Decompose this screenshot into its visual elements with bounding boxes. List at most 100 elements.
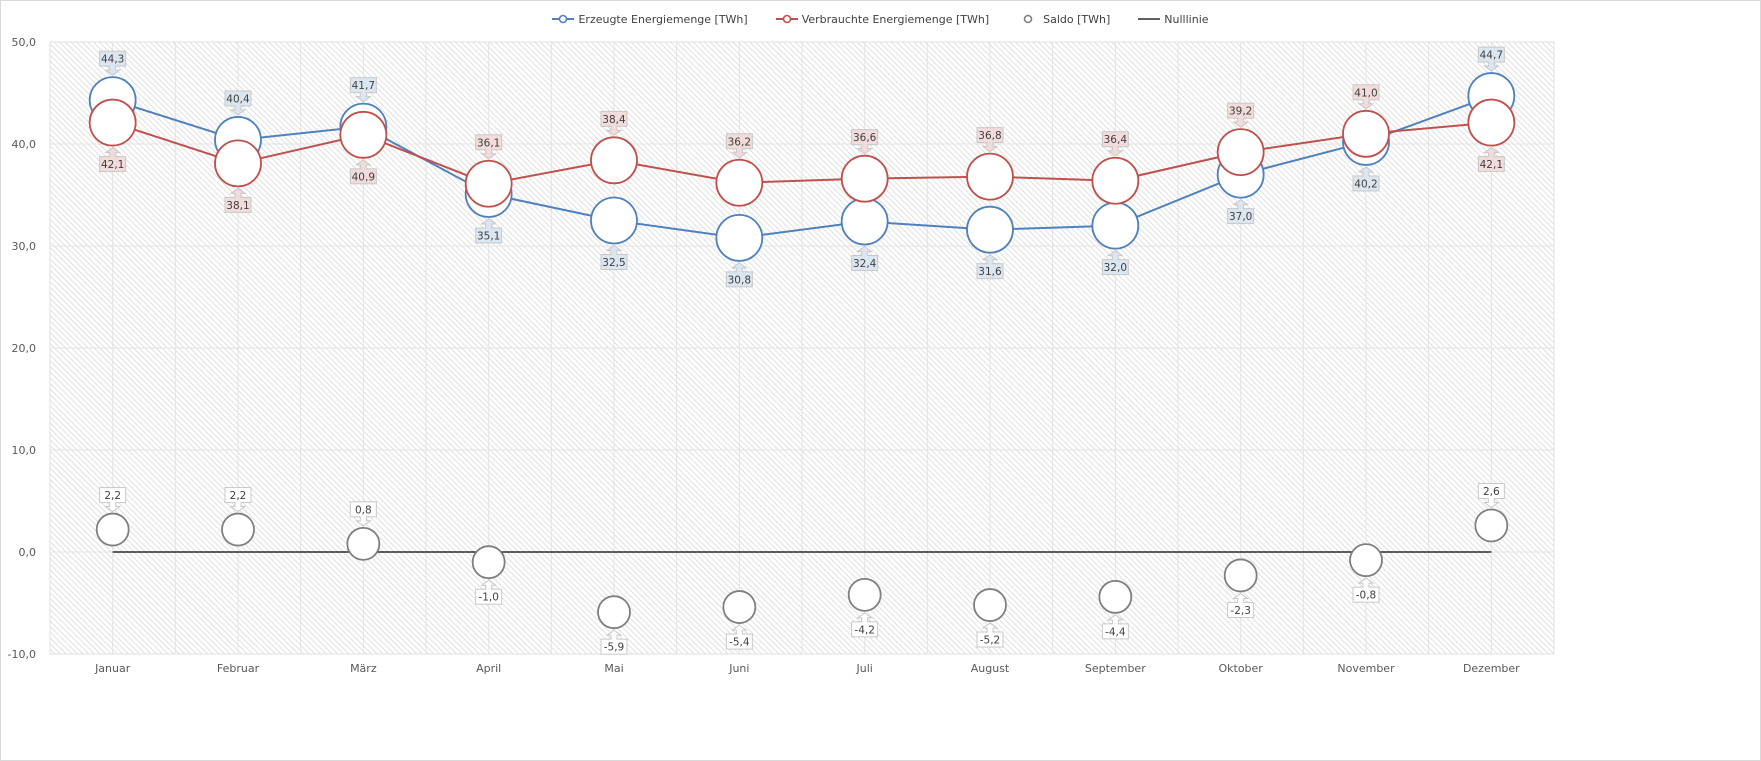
legend-item-nulllinie[interactable]: Nulllinie <box>1138 13 1209 26</box>
data-label: -4,2 <box>854 624 875 636</box>
verbraucht-marker <box>1467 98 1516 147</box>
verbraucht-marker <box>590 136 638 185</box>
callout-seam <box>486 588 492 591</box>
x-axis: Januar Februar März April Mai Juni Juli August S… <box>94 662 1520 675</box>
data-label-callout: -4,2 <box>851 612 879 638</box>
data-label: 36,6 <box>853 132 877 144</box>
x-tick-label: Mai <box>604 662 623 675</box>
data-label: 41,7 <box>352 80 375 92</box>
verbraucht-marker <box>214 139 262 188</box>
x-tick-label: Dezember <box>1463 662 1520 675</box>
data-label-callout: 42,1 <box>99 146 127 173</box>
data-label-callout: 38,1 <box>224 187 252 213</box>
saldo-marker <box>1474 508 1509 543</box>
saldo-marker <box>471 545 506 580</box>
y-tick-label: 50,0 <box>12 36 37 49</box>
x-tick-label: November <box>1337 662 1395 675</box>
data-label: 0,8 <box>355 504 372 516</box>
series-markers <box>88 72 1516 630</box>
y-tick-label: 30,0 <box>12 240 37 253</box>
data-label-callout: 31,6 <box>976 254 1004 280</box>
y-tick-label: 20,0 <box>12 342 37 355</box>
data-label-callout: 40,4 <box>224 90 252 116</box>
legend-line-marker-icon-red <box>775 14 798 24</box>
legend-item-verbraucht[interactable]: Verbrauchte Energiemenge [TWh] <box>775 13 989 26</box>
data-label-callout: 39,2 <box>1227 102 1255 128</box>
verbraucht-marker <box>1091 156 1140 205</box>
callout-seam <box>235 104 241 107</box>
data-label: 44,3 <box>101 54 124 66</box>
callout-seam <box>611 254 617 256</box>
data-label: -4,4 <box>1105 626 1126 638</box>
saldo-marker <box>973 588 1007 622</box>
data-label-callout: -2,3 <box>1227 592 1255 618</box>
data-label-callout: 42,1 <box>1477 146 1505 173</box>
data-label-callout: 40,9 <box>349 159 377 185</box>
callout-seam <box>1238 601 1244 604</box>
data-label: -5,9 <box>604 642 625 654</box>
plot-border <box>49 41 1555 655</box>
callout-seam <box>611 638 617 641</box>
legend-marker-icon-gray <box>1023 14 1033 24</box>
verbraucht-marker <box>1216 128 1265 177</box>
legend-label-erzeugt: Erzeugte Energiemenge [TWh] <box>578 12 748 26</box>
callout-seam <box>360 91 366 94</box>
y-tick-label: -10,0 <box>8 648 36 661</box>
callout-seam <box>987 263 993 265</box>
callout-seam <box>1363 98 1369 101</box>
callout-seam <box>486 227 492 230</box>
callout-seam <box>862 255 868 257</box>
data-label-callout: -1,0 <box>475 579 503 605</box>
data-label: -5,4 <box>729 637 750 649</box>
data-label-callout: -5,2 <box>976 622 1004 648</box>
x-tick-label: Februar <box>217 662 260 675</box>
data-label: 2,2 <box>230 490 247 502</box>
data-label: -2,3 <box>1230 605 1251 617</box>
saldo-marker <box>1098 579 1133 614</box>
legend-item-saldo[interactable]: Saldo [TWh] <box>1017 13 1110 26</box>
callout-seam <box>110 501 116 504</box>
data-label: 42,1 <box>101 159 124 171</box>
data-label: 36,4 <box>1104 134 1128 146</box>
callout-seam <box>1488 497 1494 500</box>
data-label-callout: 38,4 <box>600 110 628 136</box>
data-label: 32,4 <box>853 258 877 270</box>
data-label: 31,6 <box>978 266 1002 278</box>
callout-seam <box>987 631 993 634</box>
erzeugt-marker <box>1091 201 1140 250</box>
verbraucht-marker <box>715 158 764 207</box>
data-label: 39,2 <box>1229 106 1252 118</box>
legend: Erzeugte Energiemenge [TWh] Verbrauchte … <box>0 10 1761 28</box>
data-label-callout: 41,0 <box>1352 84 1380 110</box>
data-label: 32,0 <box>1104 262 1127 274</box>
data-label-callout: 0,8 <box>349 501 377 527</box>
data-label-callout: 40,2 <box>1352 166 1380 192</box>
erzeugt-marker <box>840 197 889 246</box>
legend-line-icon-black <box>1138 18 1161 20</box>
callout-seam <box>1488 156 1494 158</box>
verbraucht-marker <box>88 98 137 147</box>
erzeugt-marker <box>966 205 1014 254</box>
data-label-callout: 32,0 <box>1101 249 1129 276</box>
data-label-callout: 2,2 <box>99 487 127 513</box>
data-label: 36,1 <box>477 137 500 149</box>
data-label-callout: 44,7 <box>1477 46 1505 72</box>
data-label: 40,4 <box>226 93 250 105</box>
legend-item-erzeugt[interactable]: Erzeugte Energiemenge [TWh] <box>552 12 748 26</box>
legend-label-saldo: Saldo [TWh] <box>1043 12 1111 26</box>
data-label: 32,5 <box>602 257 625 269</box>
callout-seam <box>736 271 742 274</box>
data-labels: 44,3 40,4 41,7 35,1 32,5 30,8 32,4 31,6 32,0 37,0… <box>99 46 1505 655</box>
callout-seam <box>1112 145 1118 148</box>
data-label-callout: 2,2 <box>224 487 252 513</box>
data-label: 41,0 <box>1354 87 1377 99</box>
data-label-callout: -0,8 <box>1352 577 1380 603</box>
callout-seam <box>987 141 993 144</box>
callout-seam <box>110 156 116 158</box>
data-label-callout: 36,1 <box>475 134 503 160</box>
x-tick-label: Juni <box>728 662 749 675</box>
data-label-callout: 41,7 <box>349 77 377 103</box>
callout-seam <box>1112 623 1118 626</box>
data-label: 40,2 <box>1354 178 1377 190</box>
verbraucht-marker <box>464 159 513 208</box>
